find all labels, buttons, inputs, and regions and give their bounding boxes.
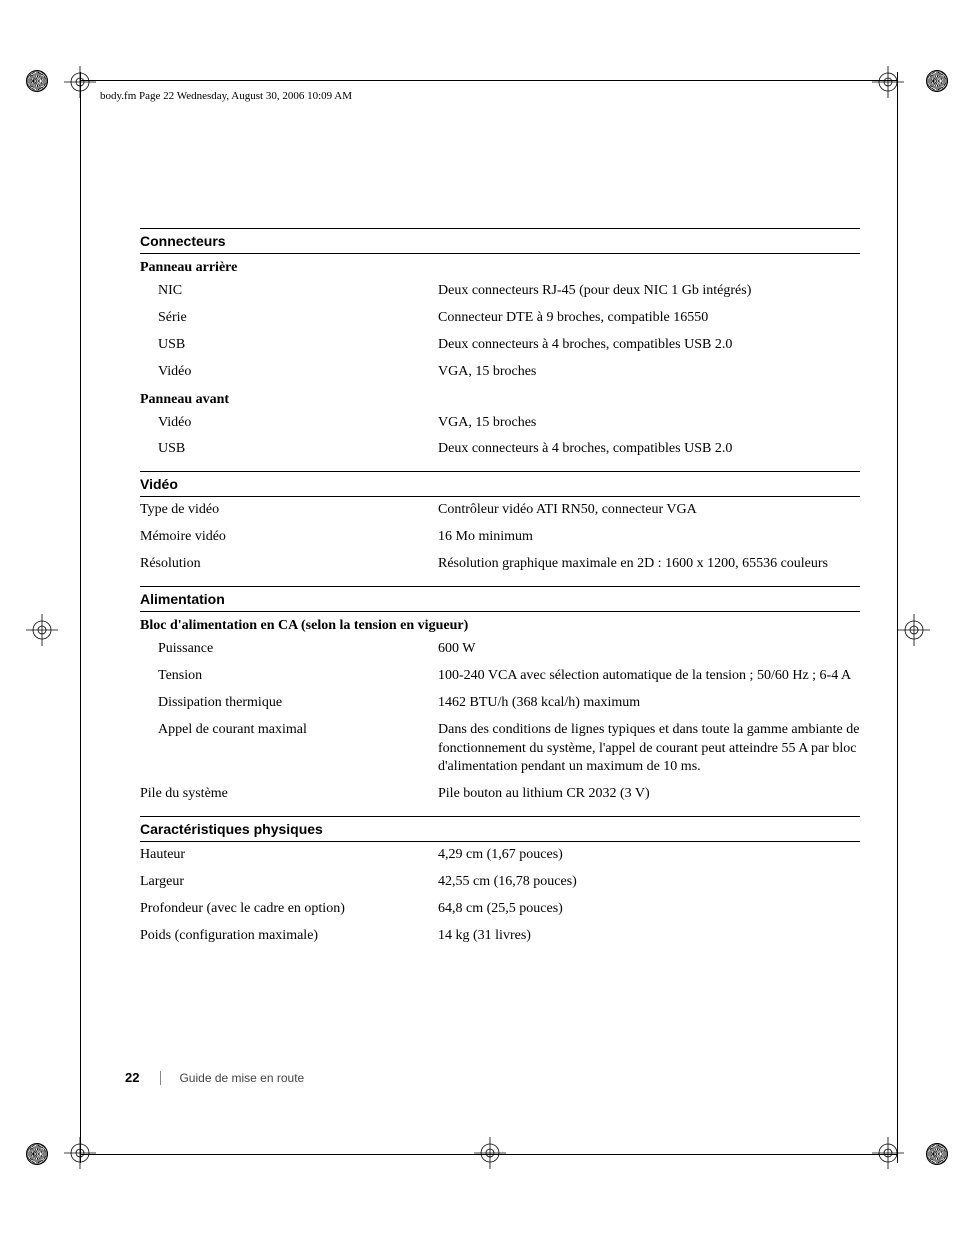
spec-value: 4,29 cm (1,67 pouces) [438, 846, 860, 865]
spec-row: Vidéo VGA, 15 broches [140, 359, 860, 386]
spec-value: 600 W [438, 640, 860, 659]
content-area: Connecteurs Panneau arrière NIC Deux con… [140, 228, 860, 950]
crop-mark-icon [858, 1113, 918, 1173]
spec-label: Tension [140, 667, 438, 686]
spec-label: NIC [140, 282, 438, 301]
section-title-video: Vidéo [140, 471, 860, 497]
trim-line-bottom [80, 1154, 898, 1155]
spec-row: Vidéo VGA, 15 broches [140, 410, 860, 437]
spec-value: VGA, 15 broches [438, 414, 860, 433]
section-title-connecteurs: Connecteurs [140, 228, 860, 254]
spec-label: Pile du système [140, 785, 438, 804]
spec-label: Poids (configuration maximale) [140, 927, 438, 946]
spec-label: Appel de courant maximal [140, 721, 438, 778]
spec-row: USB Deux connecteurs à 4 broches, compat… [140, 436, 860, 463]
page: body.fm Page 22 Wednesday, August 30, 20… [0, 0, 954, 1235]
spec-label: Type de vidéo [140, 501, 438, 520]
subhead-bloc-alimentation: Bloc d'alimentation en CA (selon la tens… [140, 612, 860, 636]
spec-label: USB [140, 336, 438, 355]
spec-label: Vidéo [140, 363, 438, 382]
trim-line-right [897, 72, 898, 1163]
spec-value: Dans des conditions de lignes typiques e… [438, 721, 860, 778]
spec-value: 1462 BTU/h (368 kcal/h) maximum [438, 694, 860, 713]
section-title-alimentation: Alimentation [140, 586, 860, 612]
registration-radial-icon [26, 70, 48, 92]
trim-line-top [80, 80, 898, 81]
spec-value: 100-240 VCA avec sélection automatique d… [438, 667, 860, 686]
spec-label: Vidéo [140, 414, 438, 433]
spec-label: Résolution [140, 555, 438, 574]
spec-value: 42,55 cm (16,78 pouces) [438, 873, 860, 892]
footer-title: Guide de mise en route [160, 1071, 304, 1085]
spec-value: Résolution graphique maximale en 2D : 16… [438, 555, 860, 574]
spec-row: Pile du système Pile bouton au lithium C… [140, 781, 860, 808]
spec-label: Série [140, 309, 438, 328]
spec-row: Appel de courant maximal Dans des condit… [140, 717, 860, 782]
spec-value: Contrôleur vidéo ATI RN50, connecteur VG… [438, 501, 860, 520]
spec-row: USB Deux connecteurs à 4 broches, compat… [140, 332, 860, 359]
spec-row: Tension 100-240 VCA avec sélection autom… [140, 663, 860, 690]
spec-label: Mémoire vidéo [140, 528, 438, 547]
spec-row: Mémoire vidéo 16 Mo minimum [140, 524, 860, 551]
spec-label: Hauteur [140, 846, 438, 865]
spec-value: Deux connecteurs à 4 broches, compatible… [438, 440, 860, 459]
spec-row: Poids (configuration maximale) 14 kg (31… [140, 923, 860, 950]
subhead-panneau-avant: Panneau avant [140, 386, 860, 410]
spec-label: Largeur [140, 873, 438, 892]
registration-radial-icon [926, 1143, 948, 1165]
spec-row: Profondeur (avec le cadre en option) 64,… [140, 896, 860, 923]
spec-value: Pile bouton au lithium CR 2032 (3 V) [438, 785, 860, 804]
trim-line-left [80, 72, 81, 1163]
spec-value: Deux connecteurs à 4 broches, compatible… [438, 336, 860, 355]
spec-label: Profondeur (avec le cadre en option) [140, 900, 438, 919]
registration-radial-icon [26, 1143, 48, 1165]
spec-row: Hauteur 4,29 cm (1,67 pouces) [140, 842, 860, 869]
subhead-panneau-arriere: Panneau arrière [140, 254, 860, 278]
spec-row: Largeur 42,55 cm (16,78 pouces) [140, 869, 860, 896]
spec-row: Dissipation thermique 1462 BTU/h (368 kc… [140, 690, 860, 717]
spec-value: Deux connecteurs RJ-45 (pour deux NIC 1 … [438, 282, 860, 301]
spec-value: 16 Mo minimum [438, 528, 860, 547]
page-footer: 22 Guide de mise en route [125, 1070, 304, 1086]
crop-mark-icon [60, 1113, 120, 1173]
spec-label: Puissance [140, 640, 438, 659]
spec-label: USB [140, 440, 438, 459]
spec-row: Type de vidéo Contrôleur vidéo ATI RN50,… [140, 497, 860, 524]
spec-value: 14 kg (31 livres) [438, 927, 860, 946]
spec-label: Dissipation thermique [140, 694, 438, 713]
running-header: body.fm Page 22 Wednesday, August 30, 20… [100, 90, 352, 102]
spec-row: Résolution Résolution graphique maximale… [140, 551, 860, 578]
spec-row: Série Connecteur DTE à 9 broches, compat… [140, 305, 860, 332]
spec-row: Puissance 600 W [140, 636, 860, 663]
registration-radial-icon [926, 70, 948, 92]
spec-value: Connecteur DTE à 9 broches, compatible 1… [438, 309, 860, 328]
spec-value: VGA, 15 broches [438, 363, 860, 382]
page-number: 22 [125, 1070, 139, 1085]
spec-row: NIC Deux connecteurs RJ-45 (pour deux NI… [140, 278, 860, 305]
crop-mark-icon [12, 600, 72, 660]
spec-value: 64,8 cm (25,5 pouces) [438, 900, 860, 919]
crop-mark-icon [858, 62, 918, 122]
crop-mark-icon [460, 1113, 520, 1173]
crop-mark-icon [884, 600, 944, 660]
section-title-physiques: Caractéristiques physiques [140, 816, 860, 842]
